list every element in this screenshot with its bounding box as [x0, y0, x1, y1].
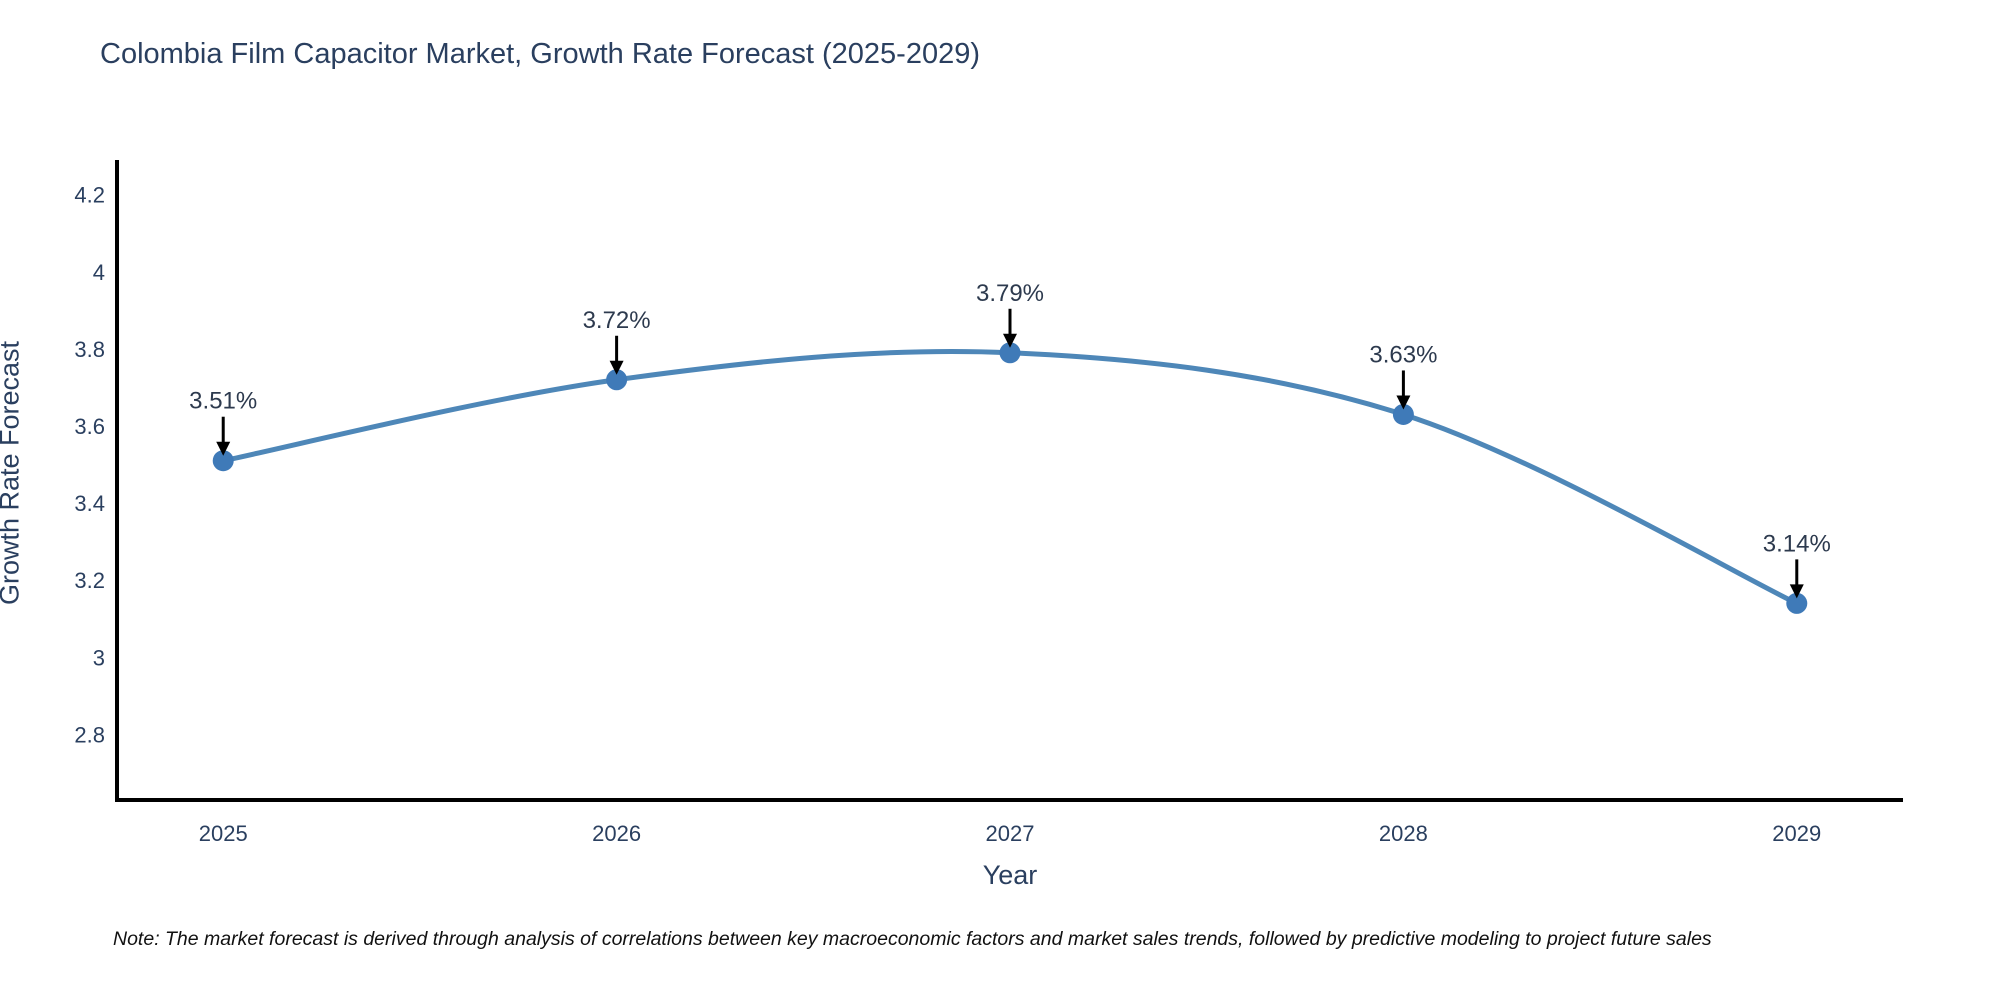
x-tick-label: 2027 — [986, 821, 1035, 846]
data-point-marker — [1392, 403, 1414, 425]
annotation-arrow-head — [1789, 584, 1804, 599]
y-tick-label: 3.2 — [74, 568, 105, 593]
annotation-arrow-head — [609, 360, 624, 375]
y-tick-label: 3.8 — [74, 337, 105, 362]
y-tick-label: 4.2 — [74, 183, 105, 208]
series-line — [220, 348, 1800, 606]
x-tick-label: 2028 — [1379, 821, 1428, 846]
chart-title: Colombia Film Capacitor Market, Growth R… — [100, 38, 980, 70]
data-point-label: 3.79% — [976, 280, 1044, 307]
data-point-label: 3.51% — [189, 388, 257, 415]
annotation-arrow-head — [1396, 395, 1411, 410]
y-tick-label: 3.6 — [74, 414, 105, 439]
x-tick-label: 2025 — [199, 821, 248, 846]
data-point-marker — [1786, 592, 1808, 614]
data-point-label: 3.72% — [583, 307, 651, 334]
y-tick-label: 2.8 — [74, 722, 105, 747]
y-tick-label: 3.4 — [74, 491, 105, 516]
annotation-arrow-head — [1003, 333, 1017, 348]
data-point-label: 3.14% — [1763, 530, 1831, 557]
x-tick-label: 2029 — [1772, 821, 1821, 846]
y-axis-title-text: Growth Rate Forecast — [0, 340, 25, 606]
footnote: Note: The market forecast is derived thr… — [113, 928, 1712, 950]
x-tick-label: 2026 — [592, 821, 641, 846]
data-point-marker — [212, 450, 234, 472]
x-axis-title: Year — [982, 860, 1038, 890]
data-point-label: 3.63% — [1369, 341, 1437, 368]
y-tick-label: 4 — [93, 260, 105, 285]
annotation-arrow-head — [216, 441, 231, 456]
y-tick-label: 3 — [93, 645, 105, 670]
data-point-marker — [999, 342, 1021, 364]
data-point-marker — [606, 369, 628, 391]
